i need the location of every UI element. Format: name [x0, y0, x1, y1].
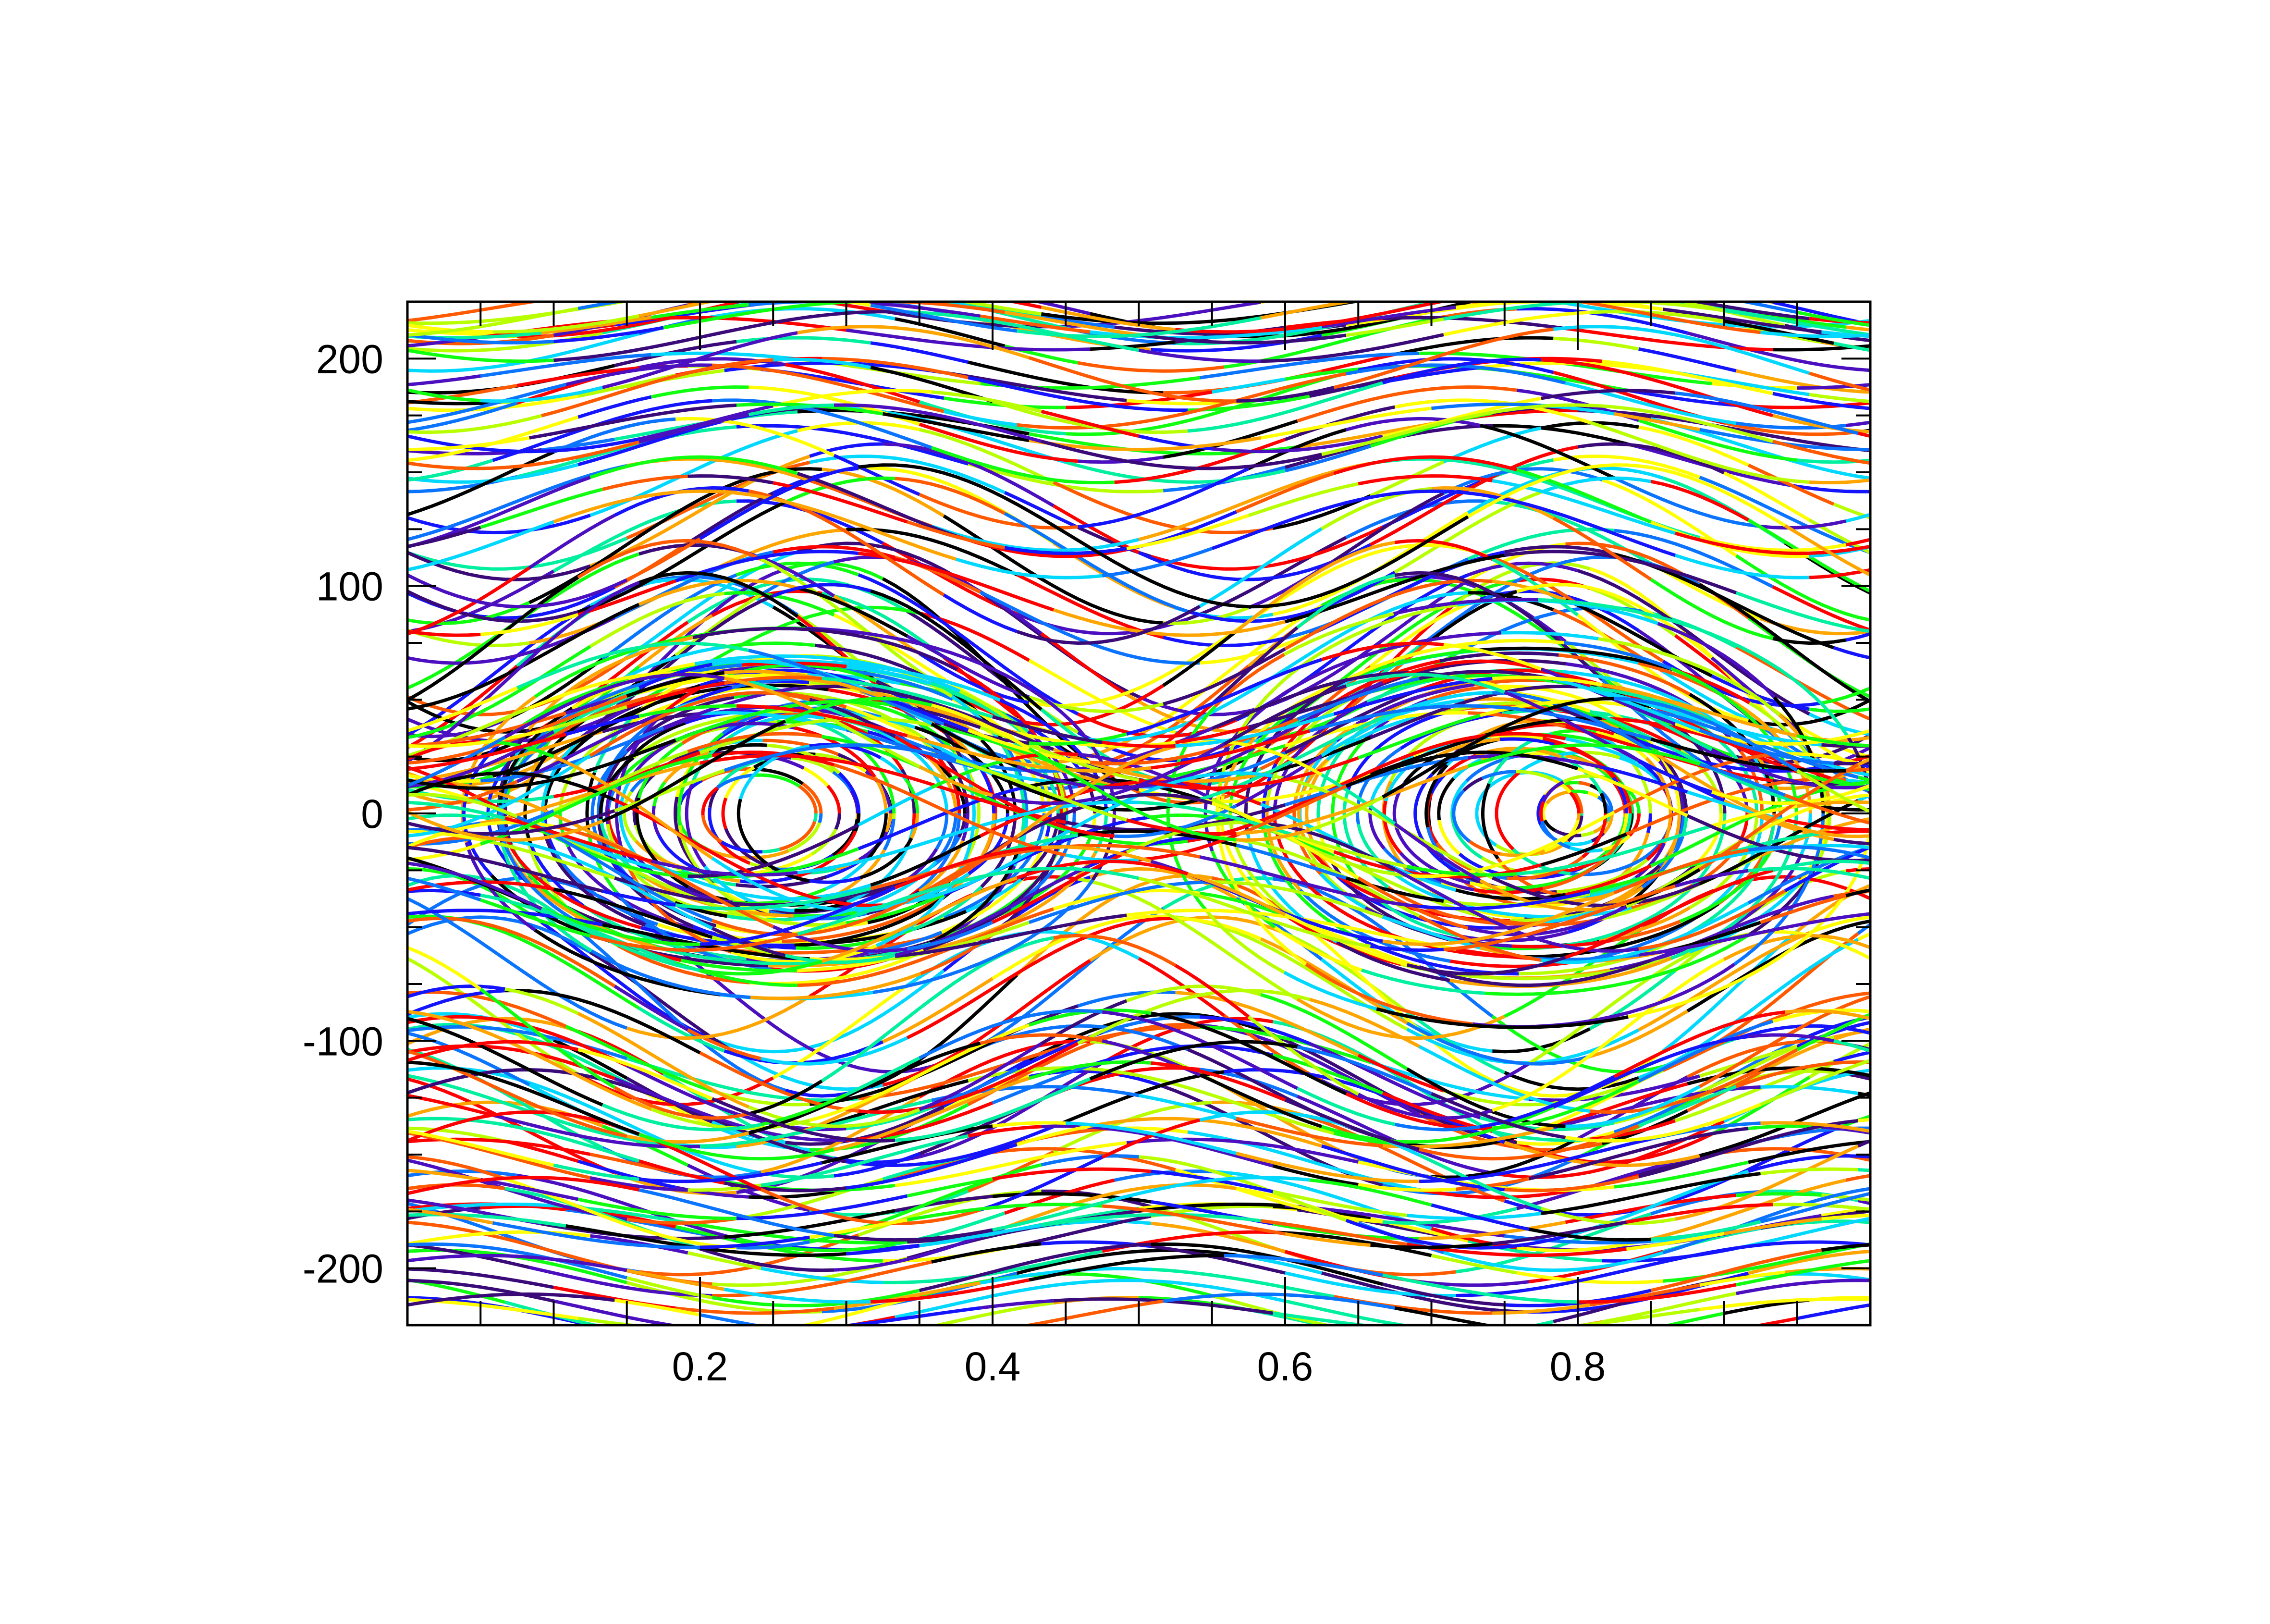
trajectory-curves — [407, 282, 1871, 1349]
trajectory-76-segment-7 — [1578, 282, 1773, 302]
trajectory-37-segment-5 — [1078, 992, 1176, 1006]
island-0-orbit-32-segment-0 — [799, 787, 816, 814]
island-1-orbit-10-segment-2 — [1579, 783, 1590, 785]
island-0-orbit-32-segment-6 — [762, 849, 780, 852]
island-1-orbit-13-segment-1 — [1588, 793, 1598, 797]
y-tick-label: -200 — [303, 1246, 383, 1292]
trajectory-41-segment-2 — [651, 1328, 773, 1332]
trajectory-123-segment-7 — [1419, 291, 1541, 296]
island-0-orbit-4-segment-3 — [724, 643, 815, 647]
island-1-orbit-29-segment-6 — [1454, 809, 1470, 841]
trajectory-115-segment-8 — [1492, 284, 1699, 294]
island-0-orbit-0-segment-9 — [820, 813, 821, 823]
island-0-orbit-7-segment-1 — [804, 768, 828, 786]
trajectory-118-segment-4 — [944, 595, 1017, 631]
island-1-orbit-29-segment-2 — [1516, 772, 1553, 780]
trajectory-103-segment-6 — [1078, 363, 1225, 371]
trajectory-133-segment-4 — [1127, 910, 1249, 915]
trajectory-40-segment-8 — [1761, 1087, 1858, 1094]
trajectory-92-segment-9 — [1614, 478, 1761, 527]
island-0-orbit-14-segment-7 — [936, 813, 946, 849]
trajectory-40-segment-9 — [1858, 1094, 1870, 1095]
island-1-orbit-29-segment-10 — [1578, 813, 1579, 820]
trajectory-22-segment-0 — [407, 1185, 505, 1189]
trajectory-71-segment-5 — [1163, 371, 1322, 393]
trajectory-11-segment-10 — [1846, 1176, 1870, 1181]
x-tick-label: 0.8 — [1550, 1344, 1606, 1389]
trajectory-91-segment-1 — [578, 397, 651, 417]
trajectory-91-segment-2 — [651, 387, 749, 397]
trajectory-48-segment-7 — [1492, 1326, 1565, 1336]
trajectory-48-segment-9 — [1797, 1305, 1870, 1318]
y-tick-label: 0 — [361, 791, 383, 837]
trajectory-59-segment-5 — [1054, 935, 1176, 965]
trajectory-111-segment-2 — [602, 476, 688, 489]
trajectory-48-segment-2 — [700, 1315, 883, 1339]
trajectory-19-segment-1 — [602, 1328, 700, 1345]
trajectory-113-segment-0 — [407, 307, 590, 323]
y-tick-label: -100 — [303, 1019, 383, 1064]
trajectory-110-segment-3 — [932, 392, 1041, 412]
trajectory-103-segment-11 — [1809, 363, 1870, 370]
x-tick-label: 0.6 — [1257, 1344, 1313, 1389]
trajectory-78-segment-10 — [1748, 465, 1834, 504]
trajectory-113-segment-5 — [1456, 284, 1663, 296]
y-tick-label: 100 — [316, 564, 383, 609]
island-0-orbit-12-segment-5 — [723, 798, 726, 829]
trajectory-69-segment-6 — [1224, 527, 1383, 569]
island-0-orbit-7-segment-0 — [828, 786, 839, 814]
island-0-orbit-33-segment-5 — [738, 799, 748, 845]
island-1-orbit-13-segment-7 — [1581, 832, 1594, 836]
trajectory-115-segment-3 — [773, 284, 944, 291]
trajectory-51-segment-1 — [578, 1076, 651, 1109]
trajectory-104-segment-9 — [1809, 480, 1870, 482]
trajectory-76-segment-6 — [1505, 284, 1578, 295]
trajectory-79-segment-0 — [407, 293, 602, 321]
y-tick-label: 200 — [316, 336, 383, 381]
trajectory-82-segment-9 — [1773, 587, 1870, 630]
trajectory-72-segment-0 — [407, 376, 480, 385]
trajectory-106-segment-10 — [1809, 709, 1870, 712]
trajectory-74-segment-4 — [1029, 660, 1176, 732]
island-0-orbit-7-segment-10 — [836, 813, 840, 829]
trajectory-16-segment-4 — [749, 1192, 834, 1197]
trajectory-41-segment-7 — [1468, 1327, 1566, 1332]
trajectory-79-segment-6 — [1358, 289, 1553, 302]
trajectory-138-segment-9 — [1687, 792, 1785, 820]
x-tick-label: 0.4 — [965, 1344, 1021, 1389]
trajectory-71-segment-8 — [1553, 338, 1639, 349]
trajectory-116-segment-0 — [407, 350, 554, 361]
island-0-orbit-32-segment-9 — [815, 813, 816, 822]
x-tick-label: 0.2 — [672, 1344, 728, 1389]
trajectory-94-segment-9 — [1846, 422, 1870, 426]
trajectory-6-segment-8 — [1858, 924, 1870, 934]
trajectory-50-segment-10 — [1761, 1169, 1858, 1173]
trajectory-13-segment-9 — [1858, 934, 1870, 939]
trajectory-110-segment-1 — [639, 406, 773, 439]
trajectory-87-segment-10 — [1846, 327, 1870, 330]
trajectory-71-segment-3 — [871, 343, 968, 362]
trajectory-48-segment-3 — [883, 1328, 1017, 1339]
trajectory-158-segment-10 — [1846, 769, 1870, 771]
trajectory-136-segment-10 — [1834, 839, 1870, 844]
trajectory-21-segment-2 — [614, 1329, 700, 1337]
trajectory-79-segment-5 — [1261, 290, 1358, 302]
trajectory-98-segment-0 — [407, 478, 590, 547]
island-1-orbit-14-segment-5 — [1497, 823, 1513, 849]
trajectory-110-segment-10 — [1858, 433, 1870, 436]
island-1-orbit-10-segment-3 — [1564, 783, 1579, 784]
trajectory-59-segment-0 — [407, 947, 480, 989]
trajectory-101-segment-9 — [1834, 648, 1870, 658]
trajectory-76-segment-2 — [736, 282, 907, 302]
trajectory-19-segment-7 — [1346, 1330, 1553, 1349]
trajectory-79-segment-1 — [602, 289, 749, 293]
trajectory-50-segment-11 — [1858, 1170, 1870, 1171]
trajectory-105-segment-4 — [1017, 349, 1090, 350]
